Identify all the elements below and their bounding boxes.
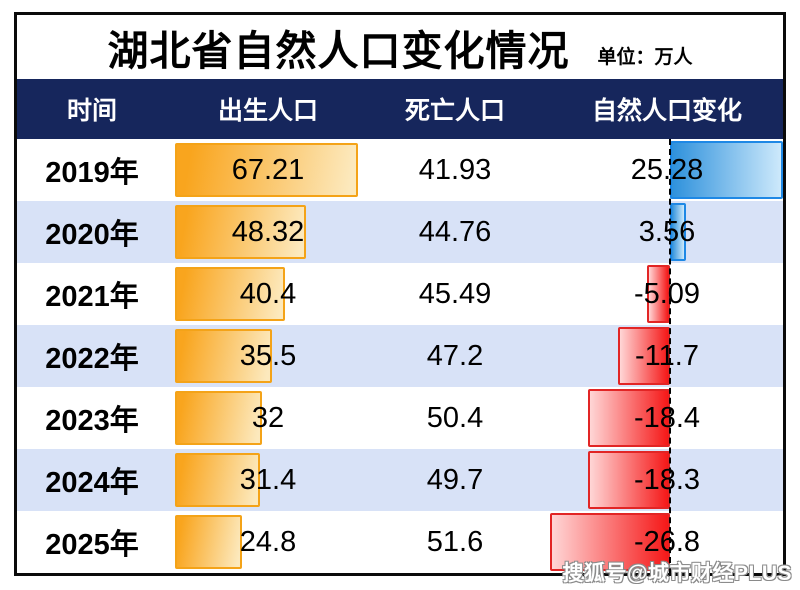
- change-bar: [670, 141, 783, 199]
- year-cell: 2023年: [45, 405, 139, 437]
- change-value: -18.3: [633, 463, 701, 496]
- birth-bar: [175, 515, 242, 569]
- birth-value: 32: [251, 401, 285, 434]
- change-value: -5.09: [633, 277, 701, 310]
- change-value: -11.7: [635, 339, 699, 372]
- table-header: 时间 出生人口 死亡人口 自然人口变化: [17, 79, 783, 139]
- change-bar: [670, 203, 686, 261]
- change-value: -18.4: [633, 401, 701, 434]
- change-value: 25.28: [630, 153, 704, 186]
- table-row: 2025年 24.8 51.6 -26.8: [17, 511, 783, 573]
- column-header-natural-change: 自然人口变化: [592, 97, 743, 125]
- change-bar: [550, 513, 670, 571]
- year-cell: 2021年: [45, 281, 139, 313]
- birth-value: 67.21: [231, 153, 305, 186]
- death-value: 49.7: [426, 463, 484, 496]
- birth-value: 31.4: [239, 463, 297, 496]
- column-header-births: 出生人口: [217, 97, 318, 125]
- change-value: -26.8: [633, 525, 701, 558]
- watermark: 搜狐号@城市财经PLUS: [562, 562, 792, 585]
- birth-bar: [175, 205, 306, 259]
- year-cell: 2024年: [45, 467, 139, 499]
- change-bar: [588, 389, 670, 447]
- death-value: 41.93: [418, 153, 492, 186]
- death-value: 51.6: [426, 525, 484, 558]
- zero-axis-dashed-line: [669, 139, 671, 573]
- death-value: 50.4: [426, 401, 484, 434]
- birth-bar: [175, 329, 272, 383]
- column-header-deaths: 死亡人口: [404, 97, 505, 125]
- table-row: 2019年 67.21 41.93 25.28: [17, 139, 783, 201]
- title-band: 湖北省自然人口变化情况 单位：万人: [17, 15, 783, 79]
- birth-value: 24.8: [239, 525, 297, 558]
- table-row: 2022年 35.5 47.2 -11.7: [17, 325, 783, 387]
- table-row: 2020年 48.32 44.76 3.56: [17, 201, 783, 263]
- chart-title: 湖北省自然人口变化情况: [107, 28, 570, 74]
- unit-label: 单位：万人: [597, 46, 693, 68]
- death-value: 47.2: [426, 339, 484, 372]
- population-change-table: 湖北省自然人口变化情况 单位：万人 时间 出生人口 死亡人口 自然人口变化 20…: [14, 12, 786, 576]
- birth-bar: [175, 453, 260, 507]
- birth-bar: [175, 143, 358, 197]
- table-row: 2024年 31.4 49.7 -18.3: [17, 449, 783, 511]
- death-value: 44.76: [418, 215, 492, 248]
- table-row: 2021年 40.4 45.49 -5.09: [17, 263, 783, 325]
- column-header-time: 时间: [66, 97, 117, 125]
- change-bar: [588, 451, 670, 509]
- year-cell: 2019年: [45, 157, 139, 189]
- birth-value: 35.5: [239, 339, 297, 372]
- table-body: 2019年 67.21 41.93 25.28 2020年 48.32 44.7…: [17, 139, 783, 573]
- year-cell: 2025年: [45, 529, 139, 561]
- table-row: 2023年 32 50.4 -18.4: [17, 387, 783, 449]
- birth-value: 48.32: [231, 215, 305, 248]
- birth-bar: [175, 267, 285, 321]
- year-cell: 2020年: [45, 219, 139, 251]
- year-cell: 2022年: [45, 343, 139, 375]
- birth-value: 40.4: [239, 277, 297, 310]
- change-value: 3.56: [638, 215, 696, 248]
- death-value: 45.49: [418, 277, 492, 310]
- birth-bar: [175, 391, 262, 445]
